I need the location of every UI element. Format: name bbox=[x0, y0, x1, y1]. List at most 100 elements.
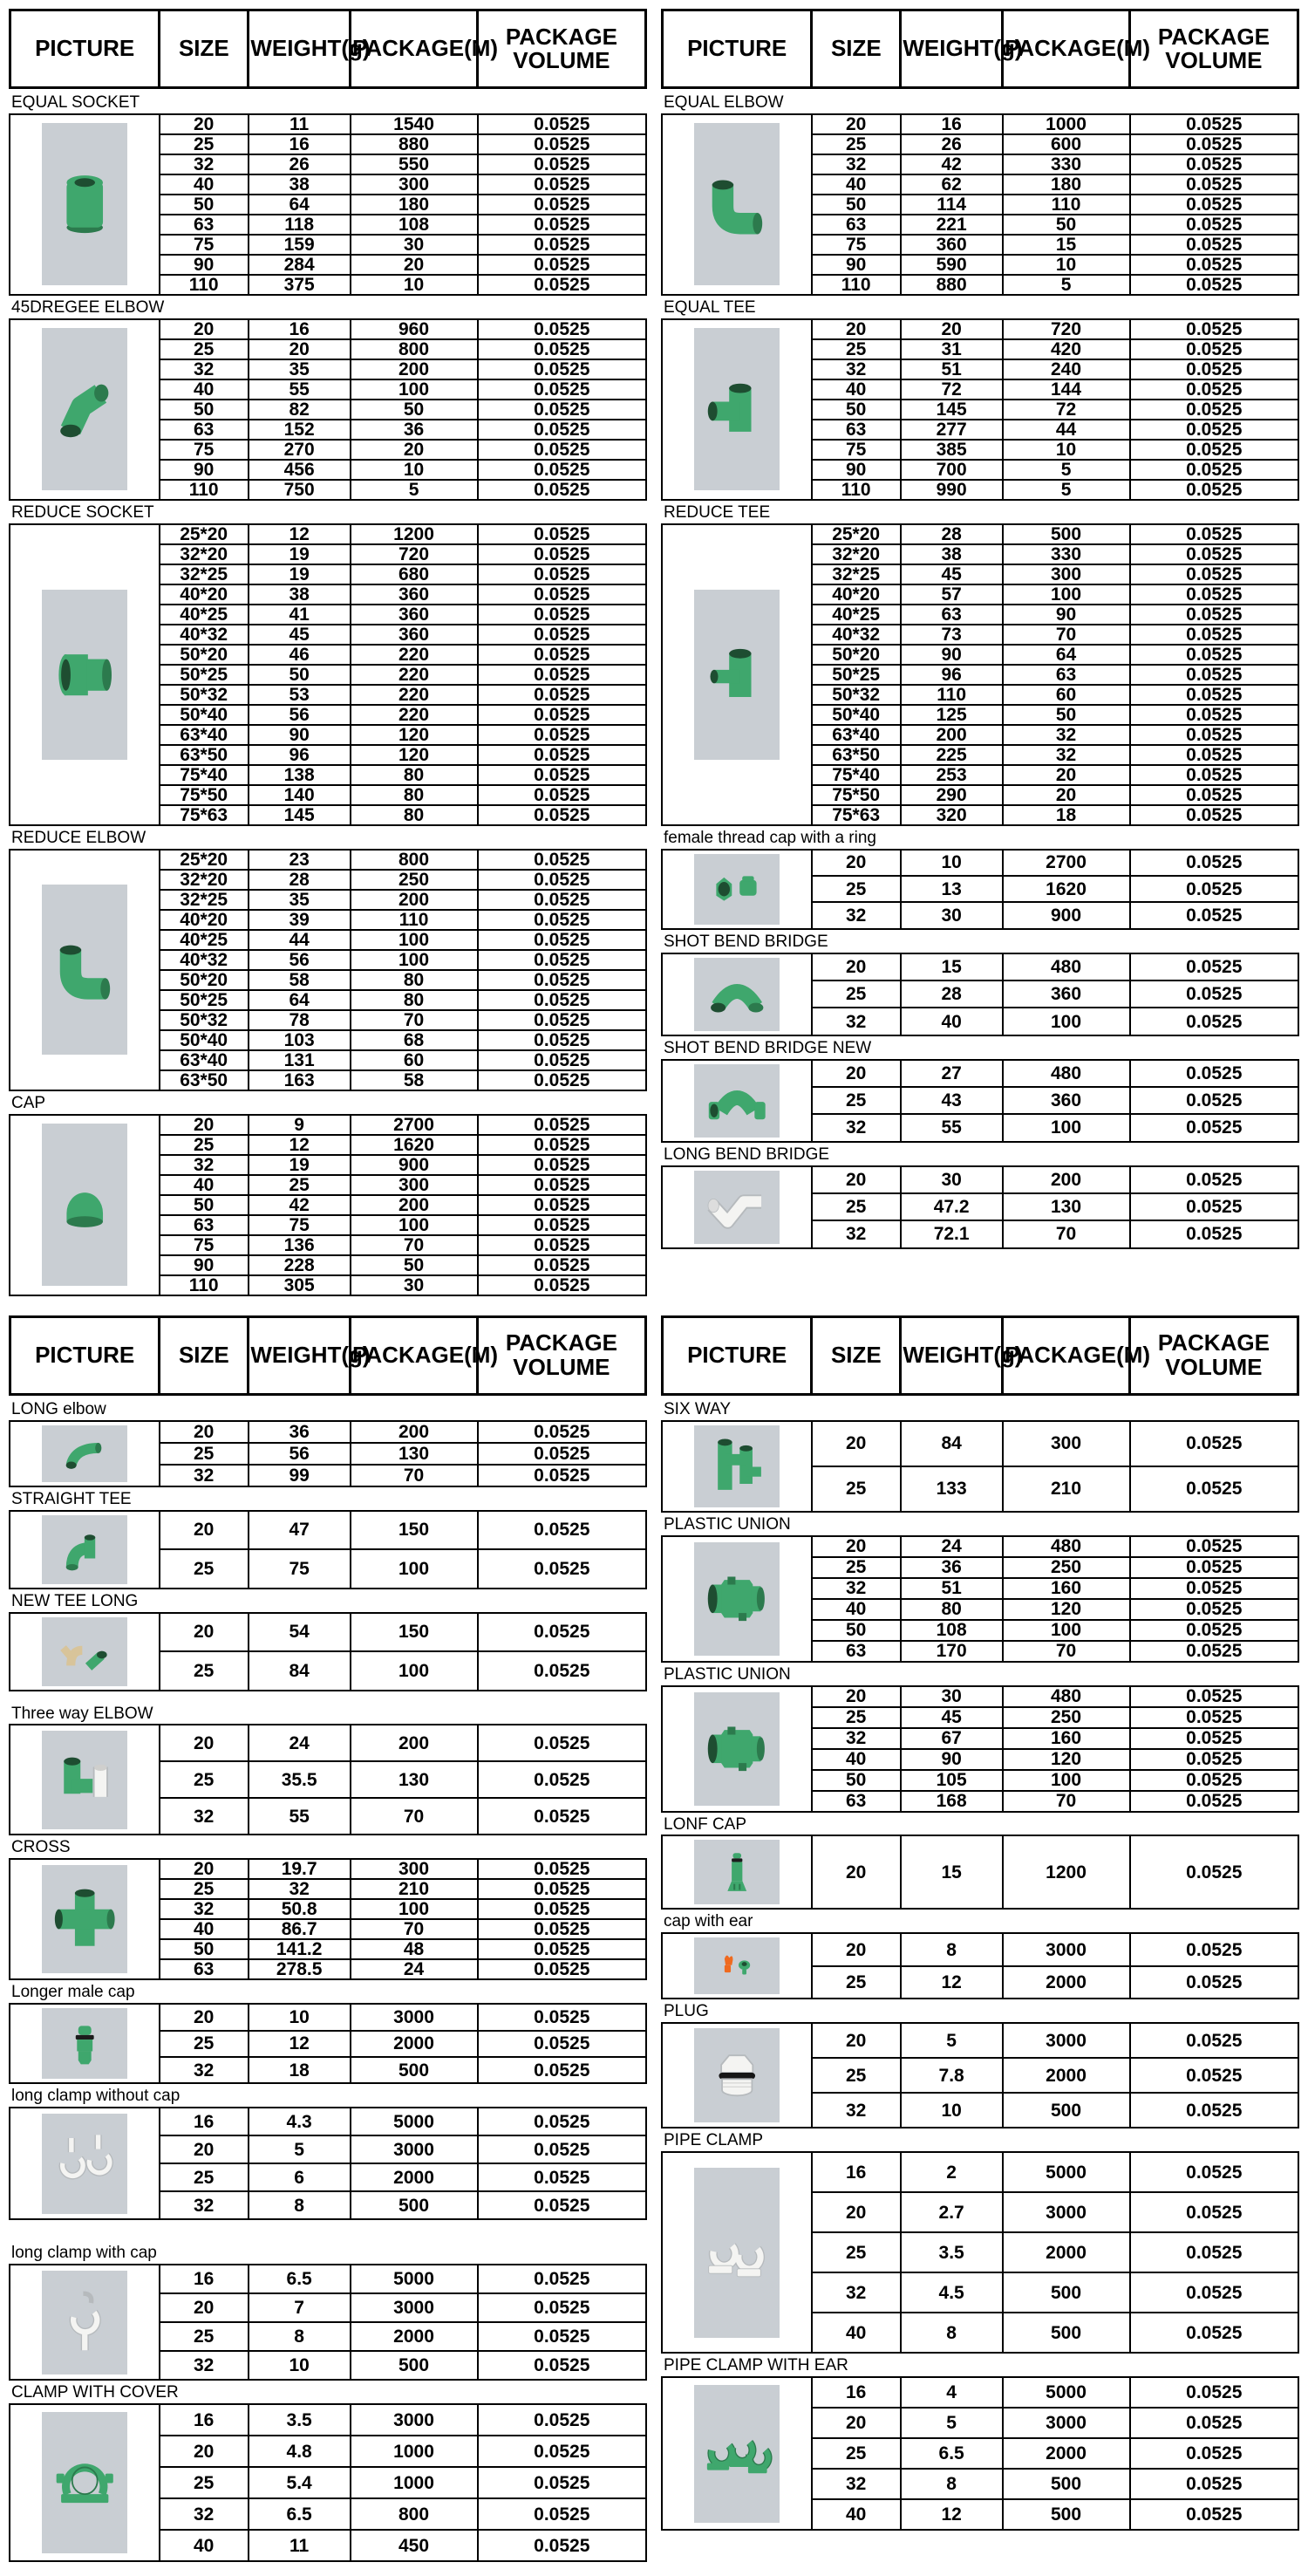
table-row: 50*25 64 80 0.0525 bbox=[10, 988, 648, 1011]
table-row: 32 51 240 0.0525 bbox=[662, 358, 1300, 380]
package-cell: 800 bbox=[349, 848, 479, 871]
size-cell: 16 bbox=[810, 2376, 902, 2409]
weight-cell: 125 bbox=[899, 703, 1004, 726]
weight-cell: 880 bbox=[899, 273, 1004, 296]
volume-cell: 0.0525 bbox=[476, 1213, 648, 1236]
product-photo bbox=[41, 2412, 127, 2554]
section-table: 16 4 5000 0.0525 20 5 3000 0.0525 25 6.5 2000 0.052… bbox=[661, 2376, 1300, 2532]
weight-cell: 96 bbox=[899, 663, 1004, 686]
size-cell: 50 bbox=[810, 193, 902, 215]
package-cell: 68 bbox=[349, 1028, 479, 1051]
weight-cell: 750 bbox=[247, 478, 351, 501]
weight-cell: 72.1 bbox=[899, 1220, 1004, 1249]
volume-cell: 0.0525 bbox=[1128, 623, 1300, 646]
thread-cap-ring-icon bbox=[694, 854, 780, 925]
table-row: 20 54 150 0.0525 bbox=[9, 1611, 648, 1691]
volume-cell: 0.0525 bbox=[476, 948, 648, 971]
weight-cell: 11 bbox=[247, 113, 351, 135]
table-row: 25 5.4 1000 0.0525 bbox=[10, 2466, 648, 2500]
volume-cell: 0.0525 bbox=[476, 1049, 648, 1071]
volume-cell: 0.0525 bbox=[476, 1463, 648, 1487]
size-cell: 50*32 bbox=[158, 683, 249, 706]
section-label: PLASTIC UNION bbox=[664, 1664, 791, 1684]
volume-cell: 0.0525 bbox=[476, 683, 648, 706]
product-photo bbox=[693, 589, 780, 760]
size-cell: 32 bbox=[158, 2190, 249, 2221]
weight-cell: 26 bbox=[899, 133, 1004, 155]
size-cell: 63*40 bbox=[158, 723, 249, 746]
package-cell: 100 bbox=[1001, 1007, 1131, 1036]
size-cell: 32 bbox=[158, 1153, 249, 1176]
package-cell: 20 bbox=[1001, 783, 1131, 806]
volume-cell: 0.0525 bbox=[476, 1724, 648, 1763]
package-cell: 180 bbox=[349, 193, 479, 215]
weight-cell: 360 bbox=[899, 233, 1004, 256]
volume-cell: 0.0525 bbox=[1128, 2191, 1300, 2234]
size-cell: 75 bbox=[810, 233, 902, 256]
bridge-long-icon bbox=[694, 1171, 780, 1244]
volume-cell: 0.0525 bbox=[476, 153, 648, 175]
table-row: 50*25 50 220 0.0525 bbox=[10, 663, 648, 686]
package-cell: 250 bbox=[1001, 1705, 1131, 1729]
weight-cell: 110 bbox=[899, 683, 1004, 706]
table-row: 32 26 550 0.0525 bbox=[10, 153, 648, 175]
weight-cell: 228 bbox=[247, 1254, 351, 1276]
table-row: 25 28 360 0.0525 bbox=[662, 980, 1300, 1009]
volume-cell: 0.0525 bbox=[476, 2321, 648, 2353]
weight-cell: 118 bbox=[247, 213, 351, 236]
product-photo bbox=[693, 2384, 780, 2523]
section-label: LONF CAP bbox=[664, 1814, 747, 1834]
volume-cell: 0.0525 bbox=[476, 623, 648, 646]
catalog-page-1: PICTURE SIZE WEIGHT(g) PACKAGE(M) PACKAGE VO… bbox=[8, 9, 1300, 1296]
size-cell: 50 bbox=[810, 398, 902, 420]
size-cell: 32 bbox=[158, 2497, 249, 2532]
weight-cell: 12 bbox=[247, 1133, 351, 1156]
weight-cell: 20 bbox=[247, 338, 351, 360]
package-cell: 5 bbox=[1001, 458, 1131, 481]
table-row: 110 750 5 0.0525 bbox=[10, 478, 648, 501]
table-row: 63 277 44 0.0525 bbox=[662, 418, 1300, 441]
picture-cell bbox=[9, 848, 160, 1091]
volume-cell: 0.0525 bbox=[1128, 398, 1300, 420]
weight-cell: 4.3 bbox=[247, 2107, 351, 2137]
volume-cell: 0.0525 bbox=[1128, 1220, 1300, 1249]
volume-cell: 0.0525 bbox=[476, 1760, 648, 1800]
straight-tee-icon bbox=[42, 1515, 127, 1584]
weight-cell: 10 bbox=[247, 2350, 351, 2381]
size-cell: 25 bbox=[158, 2321, 249, 2353]
size-cell: 40 bbox=[158, 1173, 249, 1196]
package-cell: 24 bbox=[349, 1958, 479, 1981]
package-cell: 300 bbox=[1001, 1419, 1131, 1467]
size-cell: 90 bbox=[810, 458, 902, 481]
table-row: 32 8 500 0.0525 bbox=[662, 2468, 1300, 2501]
table-row: 20 4.8 1000 0.0525 bbox=[10, 2435, 648, 2469]
volume-cell: 0.0525 bbox=[1128, 1192, 1300, 1222]
weight-cell: 32 bbox=[247, 1878, 351, 1901]
size-cell: 50*40 bbox=[810, 703, 902, 726]
package-cell: 3000 bbox=[1001, 2407, 1131, 2440]
weight-cell: 12 bbox=[247, 2029, 351, 2058]
weight-cell: 51 bbox=[899, 358, 1004, 380]
package-cell: 220 bbox=[349, 663, 479, 686]
size-cell: 40 bbox=[810, 1747, 902, 1771]
size-cell: 110 bbox=[810, 478, 902, 501]
volume-cell: 0.0525 bbox=[476, 173, 648, 195]
table-row: 40 25 300 0.0525 bbox=[10, 1173, 648, 1196]
volume-cell: 0.0525 bbox=[1128, 1007, 1300, 1036]
product-photo bbox=[693, 123, 780, 286]
package-cell: 10 bbox=[349, 458, 479, 481]
volume-cell: 0.0525 bbox=[476, 438, 648, 461]
size-cell: 40 bbox=[158, 378, 249, 400]
volume-cell: 0.0525 bbox=[476, 868, 648, 891]
volume-cell: 0.0525 bbox=[476, 398, 648, 420]
size-cell: 90 bbox=[158, 253, 249, 276]
table-row: 40 8 500 0.0525 bbox=[662, 2312, 1300, 2354]
weight-cell: 284 bbox=[247, 253, 351, 276]
table-row: 25 12 1620 0.0525 bbox=[10, 1133, 648, 1156]
package-cell: 900 bbox=[1001, 901, 1131, 930]
picture-cell bbox=[9, 318, 160, 501]
weight-cell: 305 bbox=[247, 1274, 351, 1296]
package-cell: 60 bbox=[1001, 683, 1131, 706]
package-cell: 360 bbox=[349, 623, 479, 646]
package-cell: 58 bbox=[349, 1069, 479, 1091]
